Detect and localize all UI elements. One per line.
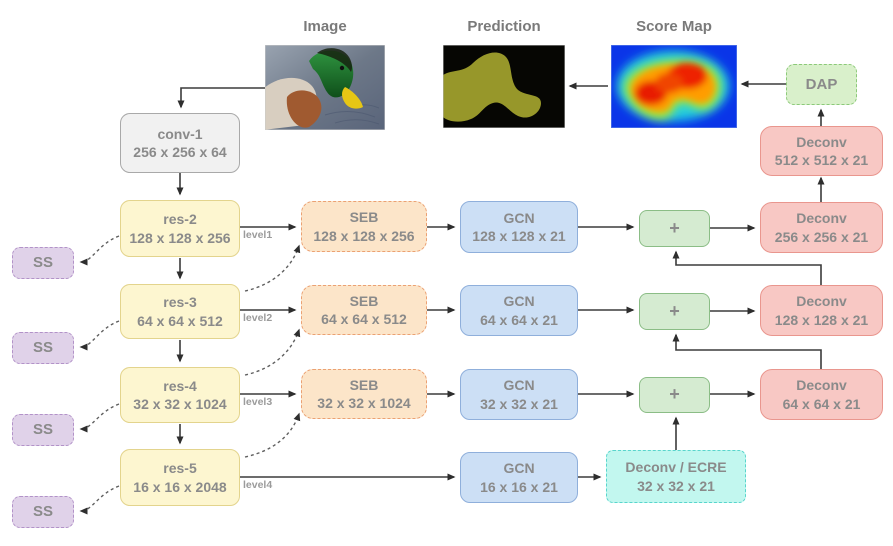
- ss2-block: SS: [12, 332, 74, 364]
- ecre-block: Deconv / ECRE 32 x 32 x 21: [606, 450, 746, 503]
- res2-title: res-2: [163, 211, 197, 228]
- seb2-title: SEB: [349, 292, 379, 309]
- gcn4-dims: 16 x 16 x 21: [480, 478, 558, 495]
- deconv64-block: Deconv 64 x 64 x 21: [760, 369, 883, 420]
- score-map-image: [611, 45, 737, 128]
- res5-title: res-5: [163, 460, 197, 477]
- deconv256-block: Deconv 256 x 256 x 21: [760, 202, 883, 253]
- seb2-block: SEB 64 x 64 x 512: [301, 285, 427, 335]
- res4-block: res-4 32 x 32 x 1024: [120, 367, 240, 423]
- gcn4-title: GCN: [503, 460, 535, 477]
- score-heatmap-image: [611, 45, 737, 128]
- prediction-mask-image: [443, 45, 565, 128]
- deconv128-title: Deconv: [796, 293, 847, 310]
- gcn3-title: GCN: [503, 377, 535, 394]
- ss1-block: SS: [12, 247, 74, 279]
- res5-dims: 16 x 16 x 2048: [133, 478, 227, 495]
- gcn1-dims: 128 x 128 x 21: [472, 228, 566, 244]
- level3-label: level3: [243, 396, 273, 408]
- res4-title: res-4: [163, 377, 197, 394]
- input-image: [265, 45, 385, 130]
- res3-title: res-3: [163, 294, 197, 311]
- gcn2-dims: 64 x 64 x 21: [480, 311, 558, 328]
- deconv512-dims: 512 x 512 x 21: [774, 152, 869, 168]
- res4-dims: 32 x 32 x 1024: [133, 396, 227, 412]
- seb3-title: SEB: [349, 376, 379, 393]
- res2-block: res-2 128 x 128 x 256: [120, 200, 240, 257]
- deconv64-title: Deconv: [796, 377, 847, 394]
- seb1-block: SEB 128 x 128 x 256: [301, 201, 427, 252]
- gcn2-title: GCN: [503, 293, 535, 310]
- gcn3-block: GCN 32 x 32 x 21: [460, 369, 578, 420]
- gcn1-block: GCN 128 x 128 x 21: [460, 201, 578, 253]
- res3-dims: 64 x 64 x 512: [137, 312, 223, 329]
- level1-label: level1: [243, 229, 273, 241]
- prediction-image: [443, 45, 565, 128]
- seb3-dims: 32 x 32 x 1024: [317, 395, 411, 411]
- conv1-title: conv-1: [157, 125, 203, 142]
- gcn1-title: GCN: [503, 209, 535, 226]
- res5-block: res-5 16 x 16 x 2048: [120, 449, 240, 506]
- deconv512-block: Deconv 512 x 512 x 21: [760, 126, 883, 176]
- ecre-dims: 32 x 32 x 21: [637, 477, 715, 494]
- gcn2-block: GCN 64 x 64 x 21: [460, 285, 578, 336]
- conv1-dims: 256 x 256 x 64: [133, 144, 227, 160]
- sum3-block: +: [639, 377, 710, 413]
- ss4-block: SS: [12, 496, 74, 528]
- ecre-title: Deconv / ECRE: [625, 459, 727, 476]
- deconv256-dims: 256 x 256 x 21: [774, 228, 869, 245]
- res2-dims: 128 x 128 x 256: [129, 229, 231, 246]
- res3-block: res-3 64 x 64 x 512: [120, 284, 240, 339]
- seb1-dims: 128 x 128 x 256: [313, 227, 415, 244]
- seb3-block: SEB 32 x 32 x 1024: [301, 369, 427, 419]
- deconv64-dims: 64 x 64 x 21: [782, 395, 861, 412]
- sum1-block: +: [639, 210, 710, 247]
- level2-label: level2: [243, 312, 273, 324]
- seb1-title: SEB: [349, 209, 379, 226]
- prediction-label: Prediction: [467, 18, 541, 35]
- seb2-dims: 64 x 64 x 512: [321, 311, 407, 327]
- deconv512-title: Deconv: [796, 133, 847, 150]
- ss3-block: SS: [12, 414, 74, 446]
- duck-photo-image: [265, 45, 385, 130]
- level4-label: level4: [243, 479, 273, 491]
- image-label: Image: [303, 18, 347, 35]
- score-map-label: Score Map: [636, 18, 712, 35]
- deconv128-dims: 128 x 128 x 21: [774, 311, 869, 328]
- conv1-block: conv-1 256 x 256 x 64: [120, 113, 240, 173]
- deconv128-block: Deconv 128 x 128 x 21: [760, 285, 883, 336]
- deconv256-title: Deconv: [796, 210, 847, 227]
- sum2-block: +: [639, 293, 710, 330]
- gcn4-block: GCN 16 x 16 x 21: [460, 452, 578, 503]
- dap-block: DAP: [786, 64, 857, 105]
- gcn3-dims: 32 x 32 x 21: [480, 395, 558, 412]
